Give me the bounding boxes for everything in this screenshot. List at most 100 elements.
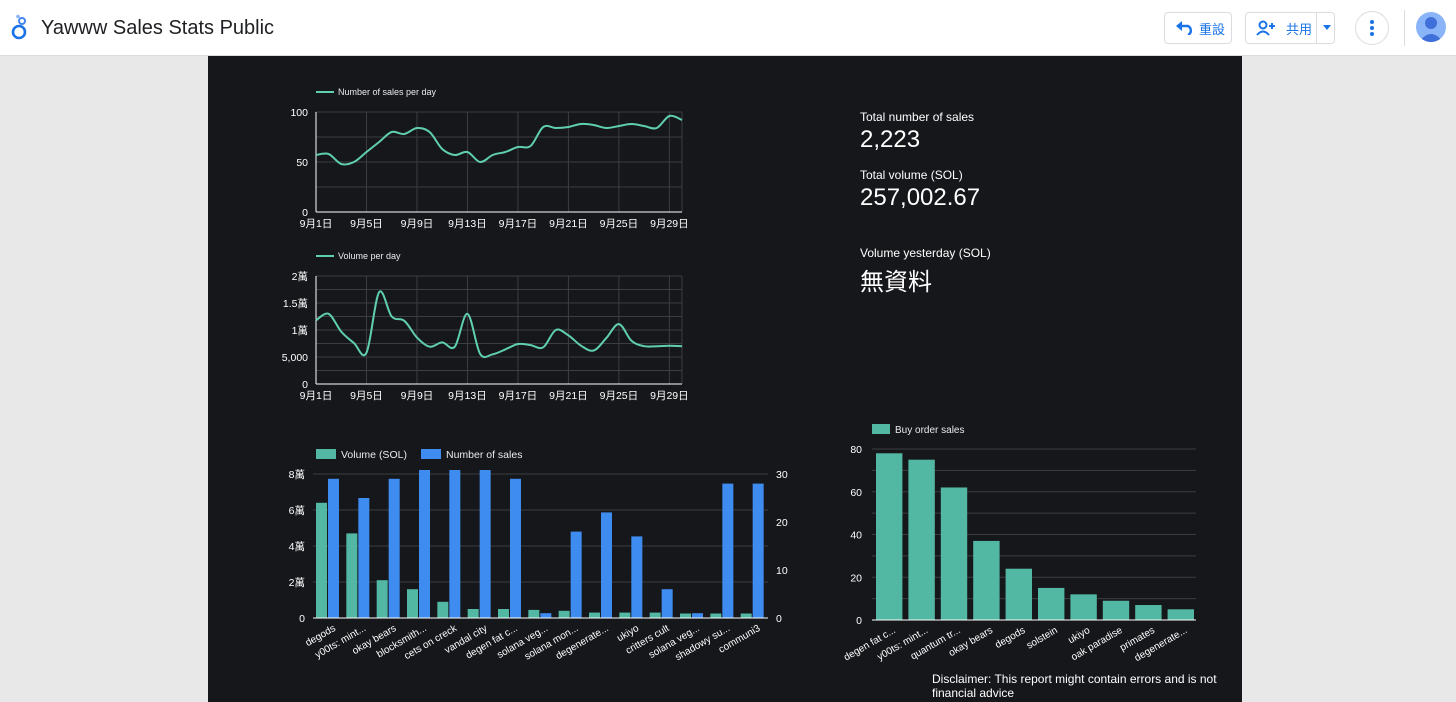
combo-bar-volume [589, 612, 600, 618]
combo-y-right-tick: 30 [776, 469, 788, 481]
buy-bar [940, 487, 968, 620]
share-button[interactable]: 共用 [1245, 12, 1335, 44]
buy-bar [908, 459, 935, 620]
sales-chart-x-tick: 9月29日 [650, 218, 689, 230]
combo-bar-sales [510, 478, 521, 618]
combo-bar-sales [540, 613, 552, 618]
sales-chart-x-tick: 9月25日 [600, 218, 639, 230]
more-vert-icon [1370, 20, 1374, 36]
combo-bar-volume [710, 613, 722, 618]
combo-legend-label-sales: Number of sales [446, 449, 522, 461]
volume-chart-y-tick: 1.5萬 [283, 297, 308, 310]
volume-chart-x-tick: 9月1日 [300, 390, 333, 402]
volume-chart-y-tick: 2萬 [292, 270, 308, 283]
kpi-volume-yesterday-label: Volume yesterday (SOL) [860, 246, 991, 260]
sales-chart-x-tick: 9月1日 [300, 218, 333, 230]
kpi-total-volume: Total volume (SOL) 257,002.67 [860, 168, 980, 212]
kpi-total-sales: Total number of sales 2,223 [860, 110, 974, 154]
combo-bar-sales [358, 498, 370, 618]
combo-bar-volume [407, 589, 418, 618]
combo-legend-label-volume: Volume (SOL) [341, 449, 407, 461]
volume-chart-x-tick: 9月17日 [499, 390, 538, 402]
reset-button[interactable]: 重設 [1164, 12, 1232, 44]
combo-bar-volume [498, 609, 509, 618]
undo-icon [1176, 21, 1192, 35]
buy-y-tick: 40 [850, 530, 862, 542]
sales-chart-y-tick: 100 [290, 107, 308, 119]
buy-y-tick: 80 [850, 444, 862, 456]
disclaimer-text: Disclaimer: This report might contain er… [932, 672, 1217, 700]
combo-bar-sales [419, 470, 430, 618]
reset-label: 重設 [1199, 21, 1226, 37]
sales-chart-y-tick: 0 [302, 207, 308, 219]
looker-studio-logo-icon[interactable] [10, 14, 30, 42]
sales-chart-x-tick: 9月9日 [401, 218, 434, 230]
buy-bar [876, 453, 903, 620]
buy-y-tick: 0 [856, 615, 862, 627]
buy-x-tick: solstein [1025, 625, 1060, 651]
combo-y-right-tick: 0 [776, 613, 782, 625]
combo-bar-volume [740, 613, 752, 618]
volume-per-day-chart: Volume per day 9月1日 9月5日 9月9日 9月13日 9月17日 9月21… [282, 251, 689, 402]
add-person-icon [1256, 20, 1275, 36]
buy-bar [1135, 605, 1162, 620]
sales-chart-series-line [315, 114, 683, 166]
combo-bar-volume [649, 612, 661, 618]
sales-chart-y-tick: 50 [296, 157, 308, 169]
volume-chart-y-tick: 1萬 [292, 324, 308, 337]
combo-y-left-tick: 4萬 [289, 540, 305, 553]
combo-bar-sales [692, 613, 703, 618]
combo-bar-volume [558, 610, 570, 618]
combo-bar-volume [528, 609, 540, 618]
sales-chart-legend-label: Number of sales per day [338, 87, 437, 97]
volume-chart-y-tick: 0 [302, 379, 308, 391]
volume-chart-x-tick: 9月5日 [350, 390, 383, 402]
buy-bar [1102, 600, 1130, 620]
volume-chart-series-line [315, 290, 683, 359]
combo-bar-sales [449, 470, 461, 618]
combo-y-left-tick: 8萬 [289, 468, 305, 481]
buy-x-tick: degods [993, 625, 1027, 651]
combo-y-right-tick: 10 [776, 565, 788, 577]
combo-bar-sales [388, 478, 400, 618]
avatar-icon[interactable] [1416, 12, 1446, 42]
buy-y-tick: 60 [850, 487, 862, 499]
dropdown-caret-icon[interactable] [1323, 25, 1331, 30]
combo-y-left-tick: 6萬 [289, 504, 305, 517]
combo-bar-sales [328, 478, 339, 618]
combo-bar-sales [479, 470, 491, 618]
sales-chart-x-tick: 9月21日 [549, 218, 588, 230]
report-canvas: Number of sales per day 9月1日 9月5日 9月9日 9月13日… [208, 56, 1242, 702]
combo-legend-swatch-volume [316, 449, 336, 459]
sales-chart-x-tick: 9月17日 [499, 218, 538, 230]
buy-bar [1070, 594, 1097, 620]
volume-chart-x-tick: 9月21日 [549, 390, 588, 402]
combo-y-left-tick: 2萬 [289, 576, 305, 589]
combo-bar-sales [661, 589, 673, 618]
toolbar-divider [1404, 10, 1405, 46]
share-divider [1316, 13, 1317, 43]
collections-volume-sales-chart: Volume (SOL) Number of sales 0 2萬 4萬 6萬 8萬 0 10 2… [289, 449, 788, 663]
volume-chart-x-tick: 9月29日 [650, 390, 689, 402]
combo-y-right-tick: 20 [776, 517, 788, 529]
buy-bar [1167, 609, 1194, 620]
combo-bar-volume [437, 601, 449, 618]
volume-chart-legend-label: Volume per day [338, 251, 401, 261]
kpi-volume-yesterday: Volume yesterday (SOL) 無資料 [860, 246, 991, 297]
combo-bar-volume [376, 580, 388, 618]
buy-y-tick: 20 [850, 572, 862, 584]
report-title[interactable]: Yawww Sales Stats Public [41, 17, 275, 39]
buy-bar [973, 540, 1000, 620]
buy-bar [1005, 568, 1032, 620]
volume-chart-x-tick: 9月25日 [600, 390, 639, 402]
kpi-total-volume-value: 257,002.67 [860, 184, 981, 211]
combo-y-left-tick: 0 [299, 613, 305, 625]
combo-bar-volume [316, 502, 327, 618]
combo-bar-volume [346, 533, 358, 618]
share-label: 共用 [1286, 21, 1313, 37]
combo-bar-sales [722, 483, 734, 618]
more-options-button[interactable] [1355, 11, 1389, 45]
buy-legend-label: Buy order sales [895, 425, 964, 436]
top-bar: Yawww Sales Stats Public 重設 共用 [0, 0, 1456, 56]
